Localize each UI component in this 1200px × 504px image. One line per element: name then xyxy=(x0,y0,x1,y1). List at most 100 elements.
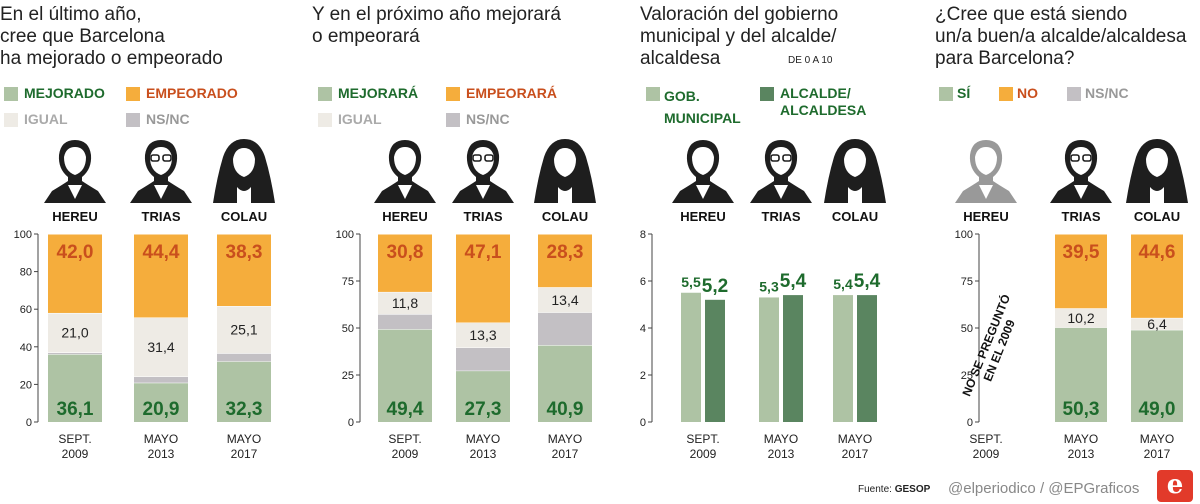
data-label: 5,5 xyxy=(681,274,701,290)
data-label: 31,4 xyxy=(147,339,174,355)
x-tick-line: MAYO xyxy=(226,432,262,446)
chart-title: Valoración del gobierno municipal y del … xyxy=(640,4,838,70)
legend-label-igual: IGUAL xyxy=(24,111,68,127)
x-tick-line: 2017 xyxy=(230,447,258,461)
y-tick-label: 100 xyxy=(955,229,973,241)
legend-swatch-mejorara xyxy=(318,87,332,101)
face-label-trias: TRIAS xyxy=(463,209,503,224)
x-tick-label: SEPT. 2009 xyxy=(668,432,738,462)
title-line: ¿Cree que está siendo xyxy=(935,4,1128,25)
legend-swatch-gob-municipal xyxy=(646,87,660,101)
hereu-portrait xyxy=(955,140,1017,203)
chart-title: ¿Cree que está siendo un/a buen/a alcald… xyxy=(935,4,1186,70)
data-label: 30,8 xyxy=(387,242,424,263)
data-label: 5,4 xyxy=(833,276,853,292)
title-line: En el último año, xyxy=(0,4,142,25)
elperiodico-logo: e xyxy=(1157,470,1193,502)
x-tick-line: MAYO xyxy=(465,432,501,446)
title-line: alcaldesa xyxy=(640,48,721,69)
bar-green xyxy=(681,292,701,422)
x-tick-line: SEPT. xyxy=(686,432,720,446)
title-line: o empeorará xyxy=(312,26,420,47)
colau-portrait xyxy=(824,139,886,203)
data-label: 21,0 xyxy=(61,325,88,341)
colau-portrait xyxy=(213,139,275,203)
chart-4: 0 25 50 75 100 50,3 10,2 39,5 49,0 6,4 44,6 NO SE P… xyxy=(955,229,1183,429)
data-label: 49,0 xyxy=(1139,399,1176,420)
data-label: 32,3 xyxy=(226,399,263,420)
bar-dark_green xyxy=(705,299,725,422)
x-tick-line: 2013 xyxy=(469,447,497,461)
face-label-colau: COLAU xyxy=(1133,209,1181,224)
bar-segment-orange xyxy=(134,234,188,318)
bar-segment-green xyxy=(1131,329,1183,422)
legend-label-nsnc: NS/NC xyxy=(146,111,190,127)
legend-label-no: NO xyxy=(1017,85,1038,101)
x-tick-label: MAYO 2013 xyxy=(448,432,518,462)
bar-segment-light xyxy=(538,287,592,313)
panel-2: Y en el próximo año mejorará o empeorará… xyxy=(312,0,612,504)
legend-label-nsnc: NS/NC xyxy=(466,111,510,127)
data-label: 49,4 xyxy=(387,399,424,420)
x-tick-label: SEPT. 2009 xyxy=(951,432,1021,462)
x-tick-line: MAYO xyxy=(143,432,179,446)
legend-label-gob-municipal: GOB. MUNICIPAL xyxy=(664,88,741,126)
x-tick-line: 2017 xyxy=(551,447,579,461)
bar-segment-orange xyxy=(1131,234,1183,318)
title-line: ha mejorado o empeorado xyxy=(0,48,223,69)
x-tick-line: SEPT. xyxy=(969,432,1003,446)
title-line: Y en el próximo año mejorará xyxy=(312,4,561,25)
bar-segment-green xyxy=(48,354,102,422)
bar-segment-light xyxy=(378,291,432,315)
x-tick-line: SEPT. xyxy=(58,432,92,446)
x-tick-label: MAYO 2017 xyxy=(530,432,600,462)
x-tick-line: 2013 xyxy=(767,447,795,461)
bar-green xyxy=(833,295,853,422)
legend: SÍ NO NS/NC xyxy=(935,83,1200,107)
x-tick-label: MAYO 2017 xyxy=(209,432,279,462)
x-tick-line: 2013 xyxy=(147,447,175,461)
y-tick-label: 60 xyxy=(20,304,32,316)
source-label: Fuente: xyxy=(858,484,892,495)
x-tick-line: 2009 xyxy=(391,447,419,461)
x-tick-line: MAYO xyxy=(1139,432,1175,446)
face-label-trias: TRIAS xyxy=(141,209,181,224)
data-label: 27,3 xyxy=(465,399,502,420)
y-tick-label: 0 xyxy=(640,417,646,429)
bar-segment-light xyxy=(48,312,102,353)
bar-segment-light xyxy=(1131,317,1183,330)
face-label-colau: COLAU xyxy=(541,209,589,224)
title-line: Valoración del gobierno xyxy=(640,4,839,25)
data-label: 39,5 xyxy=(1063,242,1100,263)
colau-portrait xyxy=(1126,139,1188,203)
bar-green xyxy=(759,297,779,422)
x-tick-line: MAYO xyxy=(763,432,799,446)
legend-swatch-no xyxy=(999,87,1013,101)
legend-swatch-igual xyxy=(318,113,332,127)
data-label: 5,2 xyxy=(702,276,728,297)
x-tick-line: SEPT. xyxy=(388,432,422,446)
legend-label-si: SÍ xyxy=(957,85,971,101)
bar-segment-light xyxy=(1055,308,1107,328)
data-label: 40,9 xyxy=(547,399,584,420)
legend-label-empeorado: EMPEORADO xyxy=(146,85,238,101)
x-tick-label: MAYO 2017 xyxy=(820,432,890,462)
x-tick-line: 2017 xyxy=(1143,447,1171,461)
face-label-trias: TRIAS xyxy=(761,209,801,224)
y-tick-label: 0 xyxy=(967,417,973,429)
y-tick-label: 6 xyxy=(640,276,646,288)
bar-segment-green xyxy=(378,329,432,422)
data-label: 11,8 xyxy=(392,295,418,311)
bar-segment-orange xyxy=(456,234,510,323)
x-tick-label: MAYO 2017 xyxy=(1122,432,1192,462)
face-label-hereu: HEREU xyxy=(52,209,98,224)
y-tick-label: 25 xyxy=(342,370,354,382)
bar-segment-light xyxy=(134,317,188,377)
data-label: 28,3 xyxy=(547,242,584,263)
x-tick-line: MAYO xyxy=(837,432,873,446)
bar-segment-orange xyxy=(217,234,271,307)
bar-segment-light xyxy=(456,322,510,348)
y-tick-label: 50 xyxy=(961,323,973,335)
chart-title: En el último año, cree que Barcelona ha … xyxy=(0,4,223,70)
